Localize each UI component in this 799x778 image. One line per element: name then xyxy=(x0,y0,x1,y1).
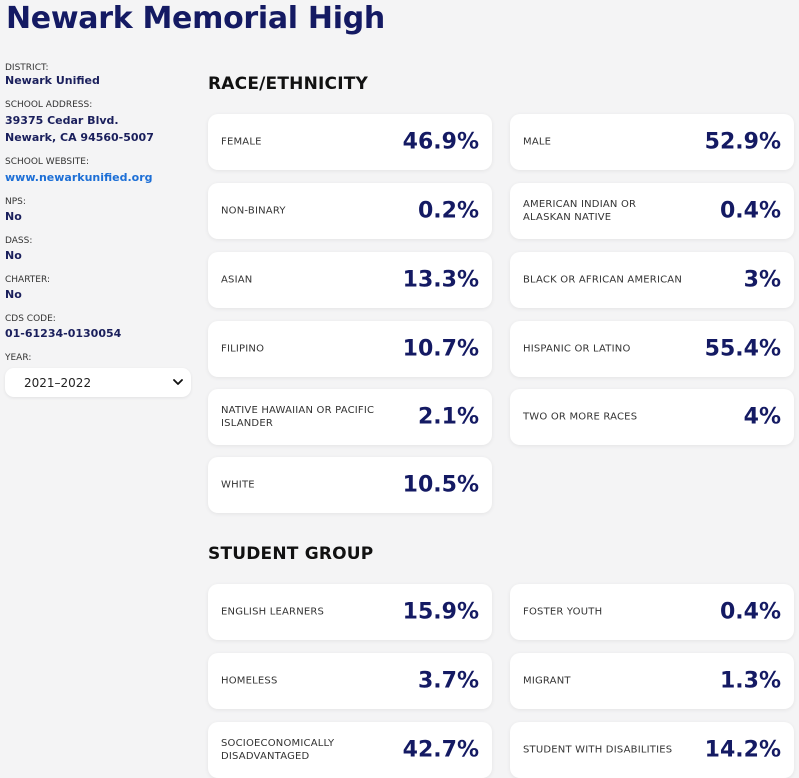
website-label: SCHOOL WEBSITE: xyxy=(5,157,89,167)
stat-card-foster-youth: FOSTER YOUTH 0.4% xyxy=(510,584,794,640)
charter-value: No xyxy=(5,288,22,301)
stat-value: 2.1% xyxy=(417,404,479,430)
stat-label: MALE xyxy=(523,136,552,148)
school-info-sidebar: DISTRICT: Newark Unified SCHOOL ADDRESS:… xyxy=(5,62,193,397)
stat-label: ASIAN xyxy=(221,274,253,286)
cds-code-label: CDS CODE: xyxy=(5,314,56,324)
stat-value: 15.9% xyxy=(402,599,479,625)
address-line1: 39375 Cedar Blvd. xyxy=(5,114,119,127)
stat-card-homeless: HOMELESS 3.7% xyxy=(208,653,492,709)
dass-label: DASS: xyxy=(5,236,33,246)
stat-card-english-learners: ENGLISH LEARNERS 15.9% xyxy=(208,584,492,640)
stat-value: 0.4% xyxy=(719,599,781,625)
district-label: DISTRICT: xyxy=(5,63,49,73)
stat-label: BLACK OR AFRICAN AMERICAN xyxy=(523,274,683,286)
address-label: SCHOOL ADDRESS: xyxy=(5,100,93,110)
year-label: YEAR: xyxy=(5,353,32,363)
stat-label: AMERICAN INDIAN OR ALASKAN NATIVE xyxy=(523,199,637,223)
stat-value: 52.9% xyxy=(704,129,781,155)
stat-label: FOSTER YOUTH xyxy=(523,606,603,618)
nps-value: No xyxy=(5,210,22,223)
stat-label: NATIVE HAWAIIAN OR PACIFIC ISLANDER xyxy=(221,405,375,429)
stat-card-non-binary: NON-BINARY 0.2% xyxy=(208,183,492,239)
stat-value: 10.5% xyxy=(402,472,479,498)
stat-value: 1.3% xyxy=(719,668,781,694)
stat-value: 3% xyxy=(743,267,781,293)
stat-card-female: FEMALE 46.9% xyxy=(208,114,492,170)
stat-value: 3.7% xyxy=(417,668,479,694)
stat-card-american-indian: AMERICAN INDIAN OR ALASKAN NATIVE 0.4% xyxy=(510,183,794,239)
year-selected-value: 2021–2022 xyxy=(24,376,92,390)
stat-value: 10.7% xyxy=(402,336,479,362)
stat-card-socioeconomically-disadvantaged: SOCIOECONOMICALLY DISADVANTAGED 42.7% xyxy=(208,722,492,778)
stat-value: 46.9% xyxy=(402,129,479,155)
stat-card-migrant: MIGRANT 1.3% xyxy=(510,653,794,709)
stat-label: TWO OR MORE RACES xyxy=(523,411,638,423)
district-value: Newark Unified xyxy=(5,74,100,87)
year-select[interactable]: 2021–2022 xyxy=(5,368,191,397)
stat-label: HISPANIC OR LATINO xyxy=(523,343,631,355)
race-ethnicity-heading: RACE/ETHNICITY xyxy=(208,74,369,94)
stat-card-disabilities: STUDENT WITH DISABILITIES 14.2% xyxy=(510,722,794,778)
stat-label: FILIPINO xyxy=(221,343,265,355)
dass-value: No xyxy=(5,249,22,262)
stat-label: HOMELESS xyxy=(221,675,278,687)
stat-label: SOCIOECONOMICALLY DISADVANTAGED xyxy=(221,738,335,762)
stat-value: 42.7% xyxy=(402,737,479,763)
stat-card-hispanic: HISPANIC OR LATINO 55.4% xyxy=(510,321,794,377)
stat-card-two-or-more: TWO OR MORE RACES 4% xyxy=(510,389,794,445)
stat-value: 13.3% xyxy=(402,267,479,293)
charter-label: CHARTER: xyxy=(5,275,50,285)
stat-card-white: WHITE 10.5% xyxy=(208,457,492,513)
stat-value: 14.2% xyxy=(704,737,781,763)
stat-label: MIGRANT xyxy=(523,675,571,687)
stat-label: WHITE xyxy=(221,479,255,491)
stat-label: STUDENT WITH DISABILITIES xyxy=(523,744,673,756)
address-line2: Newark, CA 94560-5007 xyxy=(5,131,154,144)
stat-card-native-hawaiian: NATIVE HAWAIIAN OR PACIFIC ISLANDER 2.1% xyxy=(208,389,492,445)
nps-label: NPS: xyxy=(5,197,26,207)
student-group-heading: STUDENT GROUP xyxy=(208,544,374,564)
stat-value: 0.2% xyxy=(417,198,479,224)
stat-value: 55.4% xyxy=(704,336,781,362)
website-link[interactable]: www.newarkunified.org xyxy=(5,171,153,184)
stat-label: ENGLISH LEARNERS xyxy=(221,606,325,618)
stat-card-male: MALE 52.9% xyxy=(510,114,794,170)
stat-card-asian: ASIAN 13.3% xyxy=(208,252,492,308)
stat-card-black: BLACK OR AFRICAN AMERICAN 3% xyxy=(510,252,794,308)
stat-value: 0.4% xyxy=(719,198,781,224)
stat-value: 4% xyxy=(743,404,781,430)
stat-label: NON-BINARY xyxy=(221,205,286,217)
chevron-down-icon xyxy=(173,379,183,385)
cds-code-value: 01-61234-0130054 xyxy=(5,327,122,340)
page-title: Newark Memorial High xyxy=(6,1,385,36)
stat-card-filipino: FILIPINO 10.7% xyxy=(208,321,492,377)
stat-label: FEMALE xyxy=(221,136,262,148)
